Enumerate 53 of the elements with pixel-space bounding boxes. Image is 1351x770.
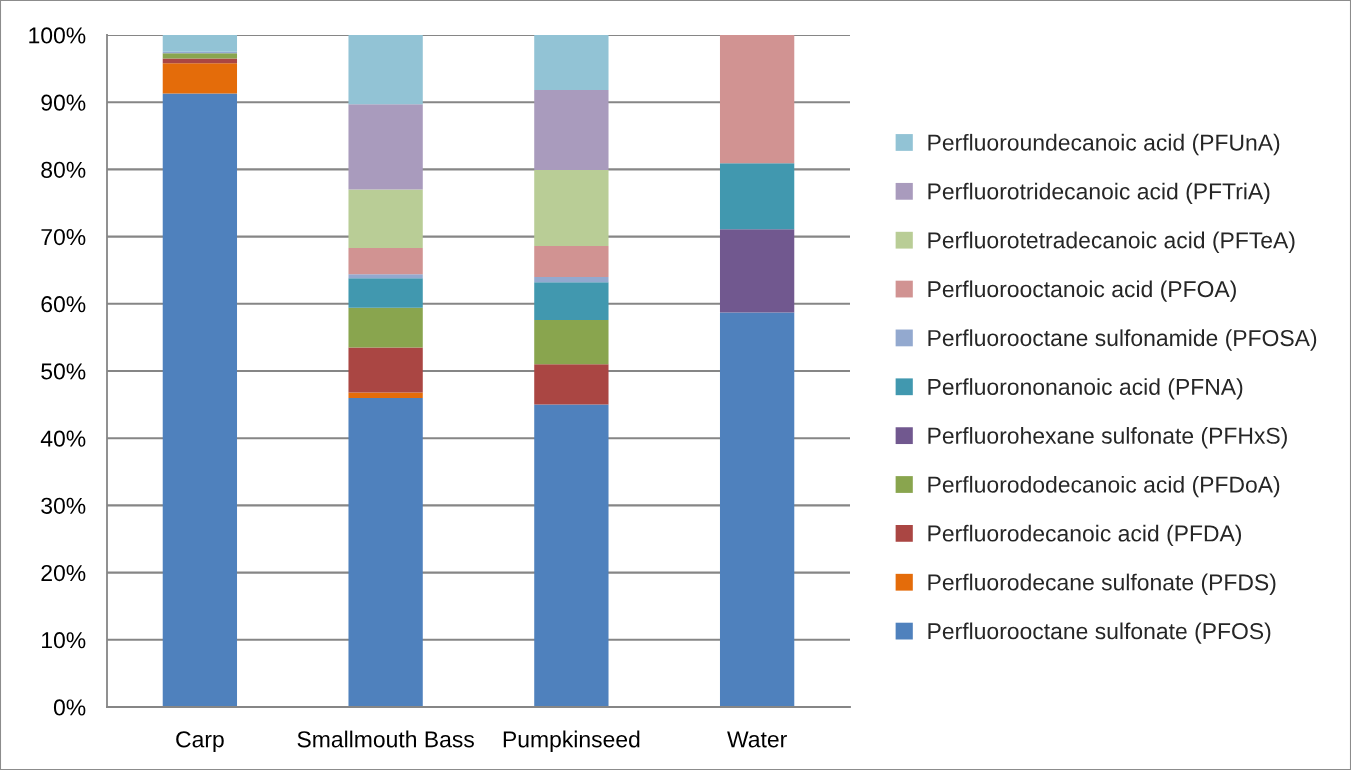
y-tick-label: 0%: [53, 699, 86, 716]
bar: [348, 248, 423, 275]
y-tick-label: 30%: [41, 497, 86, 514]
legend-label: Perfluorotetradecanoic acid (PFTeA): [928, 231, 1295, 253]
y-tick-label: 70%: [41, 228, 86, 246]
bar: [719, 229, 795, 313]
bar: [348, 35, 423, 105]
bar: [348, 104, 423, 190]
legend-label: Perfluorodecane sulfonate (PFDS): [928, 573, 1276, 595]
bar: [719, 312, 795, 707]
bar: [534, 276, 609, 283]
legend-label: Perfluorooctane sulfonamide (PFOSA): [928, 329, 1317, 351]
y-tick-label: 40%: [40, 430, 86, 447]
legend-label: Perfluorononanoic acid (PFNA): [928, 378, 1243, 400]
legend-label: Perfluoroundecanoic acid (PFUnA): [928, 133, 1280, 156]
y-tick-label: 20%: [41, 564, 86, 582]
bar: [348, 347, 423, 393]
bar: [534, 90, 609, 171]
bar: [348, 278, 423, 308]
bar: [534, 170, 609, 247]
legend-label: Perfluorotridecanoic acid (PFTriA): [928, 182, 1270, 205]
legend-label: Perfluorooctane sulfonate (PFOS): [928, 622, 1271, 644]
y-tick-label: 60%: [41, 296, 86, 313]
legend-label: Perfluorodecanoic acid (PFDA): [928, 524, 1242, 547]
x-tick-label: Smallmouth Bass: [297, 730, 474, 748]
x-tick-label: Water: [727, 731, 787, 748]
legend-label: Perfluorooctanoic acid (PFOA): [928, 280, 1236, 302]
bar: [534, 282, 609, 320]
y-tick-label: 90%: [41, 94, 86, 111]
bar: [534, 35, 609, 91]
bar: [348, 189, 423, 249]
y-tick-label: 10%: [42, 632, 86, 649]
bar: [348, 392, 423, 398]
bar: [162, 93, 238, 707]
bar: [348, 307, 423, 348]
bar: [534, 246, 609, 277]
bar: [534, 364, 609, 405]
y-tick-label: 50%: [41, 363, 86, 380]
bar: [534, 319, 609, 365]
bar: [162, 63, 238, 94]
bar: [719, 35, 795, 164]
y-tick-label: 80%: [41, 161, 86, 178]
bar: [534, 404, 609, 707]
bar: [162, 35, 238, 52]
legend-label: Perfluorododecanoic acid (PFDoA): [928, 475, 1280, 498]
bar: [348, 397, 423, 707]
bar: [719, 163, 795, 230]
legend-label: Perfluorohexane sulfonate (PFHxS): [928, 427, 1287, 449]
x-tick-label: Pumpkinseed: [503, 730, 640, 752]
bar: [348, 274, 423, 279]
x-tick-label: Carp: [176, 731, 224, 752]
bar: [162, 53, 238, 59]
y-tick-label: 100%: [29, 27, 86, 44]
